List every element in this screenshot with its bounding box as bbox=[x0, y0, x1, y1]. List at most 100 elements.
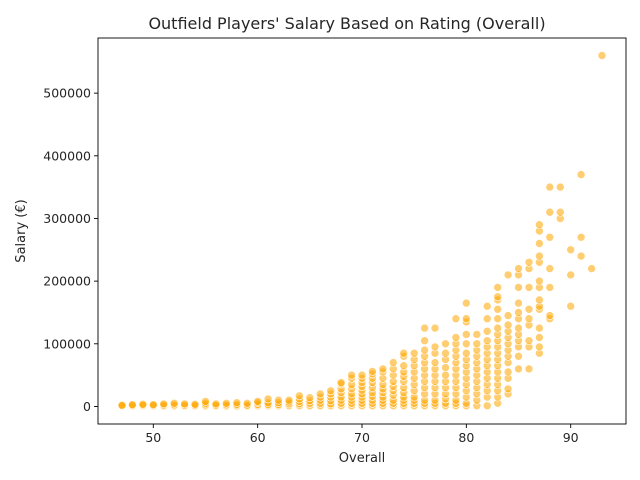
data-point bbox=[430, 342, 440, 352]
y-tick-label: 0 bbox=[83, 399, 91, 414]
data-point bbox=[326, 386, 336, 396]
data-point bbox=[284, 395, 294, 405]
points-layer bbox=[117, 51, 607, 411]
data-point bbox=[274, 395, 283, 405]
data-point bbox=[524, 314, 534, 324]
y-tick-label: 500000 bbox=[43, 86, 91, 101]
data-point bbox=[482, 326, 492, 336]
data-point bbox=[222, 398, 231, 408]
data-point bbox=[493, 304, 503, 314]
chart-title: Outfield Players' Salary Based on Rating… bbox=[148, 14, 545, 33]
data-point bbox=[482, 301, 492, 311]
y-tick-label: 100000 bbox=[43, 336, 91, 351]
data-point bbox=[461, 314, 471, 324]
data-point bbox=[430, 358, 440, 367]
y-tick-label: 300000 bbox=[43, 211, 91, 226]
data-point bbox=[388, 358, 398, 367]
data-point bbox=[138, 399, 148, 409]
data-point bbox=[545, 283, 555, 292]
data-point bbox=[503, 320, 513, 330]
data-point bbox=[503, 384, 513, 394]
data-point bbox=[430, 323, 440, 333]
data-point bbox=[597, 51, 607, 60]
x-tick-label: 50 bbox=[145, 430, 161, 445]
data-point bbox=[149, 400, 158, 409]
data-point bbox=[555, 182, 565, 192]
x-axis-ticks: 50 60 70 80 90 bbox=[145, 424, 579, 445]
data-point bbox=[315, 389, 325, 399]
x-tick-label: 80 bbox=[458, 430, 474, 445]
data-point bbox=[576, 251, 586, 261]
data-point bbox=[493, 314, 503, 324]
data-point bbox=[503, 270, 513, 280]
data-point bbox=[524, 283, 534, 292]
data-point bbox=[545, 182, 555, 192]
data-point bbox=[232, 398, 242, 408]
data-point bbox=[535, 251, 544, 261]
x-tick-label: 90 bbox=[563, 430, 579, 445]
data-point bbox=[555, 207, 565, 217]
data-point bbox=[399, 348, 409, 358]
data-point bbox=[190, 399, 200, 409]
data-point bbox=[482, 314, 492, 324]
data-point bbox=[524, 257, 534, 267]
data-point bbox=[524, 304, 534, 314]
y-axis-title: Salary (€) bbox=[14, 199, 29, 262]
data-point bbox=[117, 400, 127, 410]
data-point bbox=[451, 333, 461, 342]
data-point bbox=[201, 397, 210, 406]
x-tick-label: 70 bbox=[354, 430, 370, 445]
data-point bbox=[493, 283, 503, 292]
data-point bbox=[461, 339, 471, 349]
data-point bbox=[472, 339, 482, 349]
data-point bbox=[514, 283, 523, 292]
data-point bbox=[535, 239, 544, 248]
data-point bbox=[472, 330, 482, 339]
data-point bbox=[159, 399, 168, 409]
plot-frame bbox=[97, 37, 627, 425]
x-tick-label: 60 bbox=[250, 430, 266, 445]
data-point bbox=[535, 220, 544, 229]
data-point bbox=[420, 323, 429, 333]
data-point bbox=[524, 364, 534, 374]
data-point bbox=[545, 311, 555, 320]
data-point bbox=[441, 363, 450, 372]
data-point bbox=[441, 348, 450, 358]
data-point bbox=[420, 336, 429, 346]
data-point bbox=[514, 351, 523, 361]
data-point bbox=[566, 270, 576, 280]
data-point bbox=[535, 333, 544, 342]
data-point bbox=[263, 394, 273, 404]
data-point bbox=[242, 398, 252, 408]
data-point bbox=[503, 367, 513, 377]
y-tick-label: 200000 bbox=[43, 274, 91, 289]
data-point bbox=[535, 342, 544, 352]
data-point bbox=[545, 264, 555, 273]
data-point bbox=[524, 336, 534, 346]
data-point bbox=[482, 336, 492, 346]
data-point bbox=[514, 364, 523, 374]
x-axis-title: Overall bbox=[339, 451, 385, 466]
data-point bbox=[357, 370, 367, 380]
data-point bbox=[493, 292, 503, 302]
y-tick-label: 400000 bbox=[43, 148, 91, 163]
data-point bbox=[295, 391, 304, 401]
data-point bbox=[368, 367, 377, 376]
data-point bbox=[253, 397, 263, 406]
data-point bbox=[420, 345, 429, 355]
data-point bbox=[399, 361, 409, 371]
data-point bbox=[451, 314, 461, 324]
data-point bbox=[514, 308, 523, 317]
y-axis-ticks: 0 100000 200000 300000 400000 500000 bbox=[43, 86, 98, 414]
data-point bbox=[545, 233, 555, 242]
data-point bbox=[441, 370, 450, 380]
data-point bbox=[211, 399, 221, 409]
data-point bbox=[503, 311, 513, 320]
data-point bbox=[305, 393, 315, 403]
data-point bbox=[441, 339, 450, 349]
data-point bbox=[535, 323, 544, 333]
data-point bbox=[514, 264, 523, 273]
data-point bbox=[545, 207, 555, 217]
data-point bbox=[461, 298, 471, 308]
